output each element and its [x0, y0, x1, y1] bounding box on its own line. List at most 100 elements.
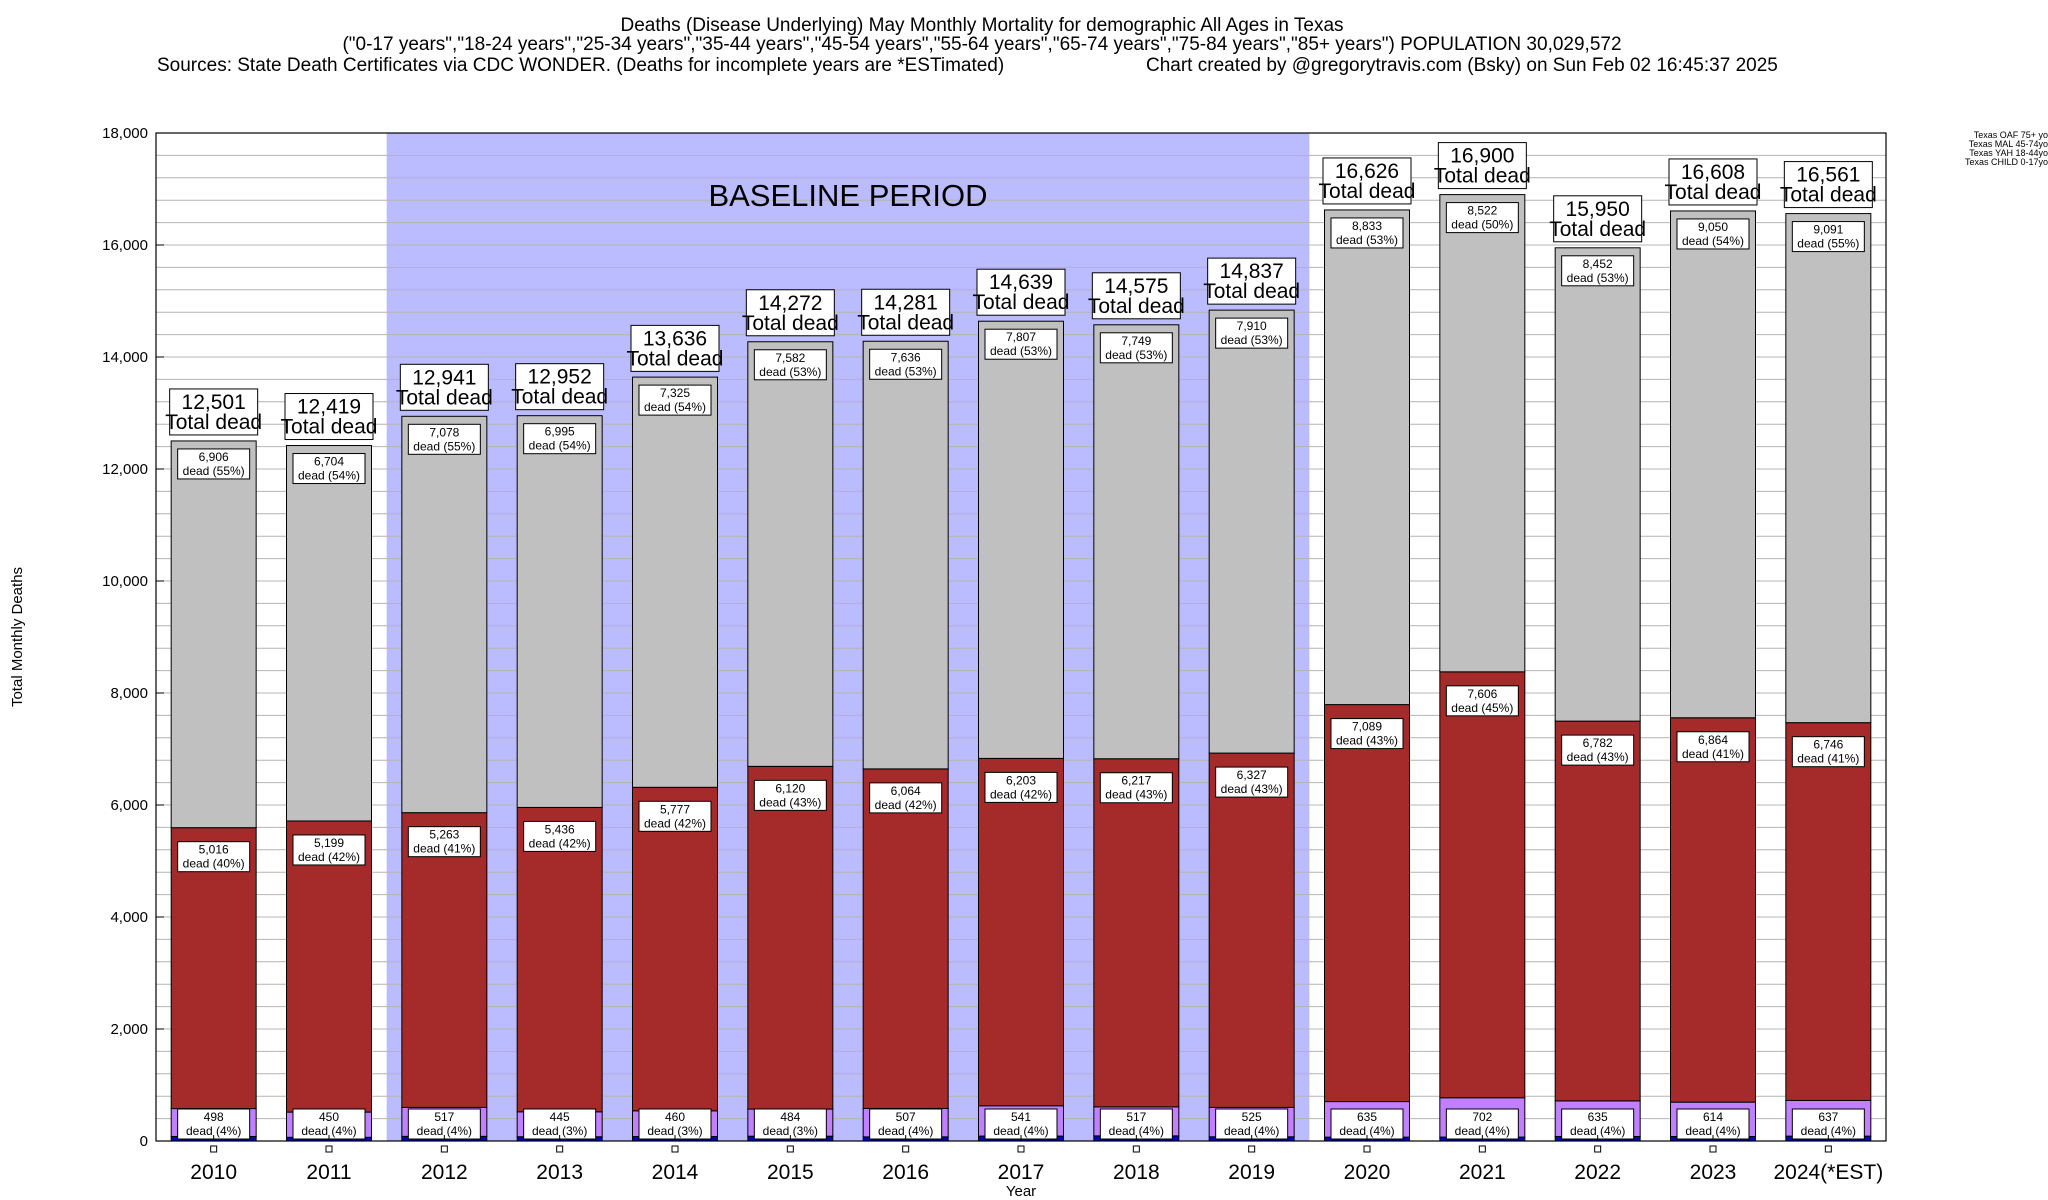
data-label-mal-box	[638, 800, 712, 832]
y-tick-label: 8,000	[110, 685, 148, 702]
data-label-yah: 635	[1357, 1110, 1377, 1124]
y-tick-label: 14,000	[102, 349, 148, 366]
data-label-yah: 637	[1818, 1110, 1838, 1124]
total-label-value: 14,639	[989, 271, 1053, 294]
baseline-period-label: BASELINE PERIOD	[708, 178, 987, 213]
data-label-yah-box	[753, 1108, 827, 1140]
data-label-yah-box	[638, 1108, 712, 1140]
data-label-mal: 7,089	[1352, 720, 1382, 734]
data-label-yah-pct: dead (4%)	[1339, 1124, 1394, 1138]
x-tick-label: 2010	[190, 1161, 237, 1184]
total-label-box	[630, 324, 720, 372]
data-label-mal: 7,606	[1467, 687, 1497, 701]
total-label-text: Total dead	[1549, 218, 1646, 241]
data-label-mal-box	[523, 820, 597, 852]
total-label-box	[284, 393, 374, 441]
total-label-value: 16,900	[1450, 145, 1514, 168]
total-label-text: Total dead	[396, 386, 493, 409]
total-label-text: Total dead	[1203, 280, 1300, 303]
data-label-oaf: 8,452	[1583, 257, 1613, 271]
title-line-3-right: Chart created by @gregorytravis.com (Bsk…	[1146, 55, 1778, 76]
total-label-text: Total dead	[1780, 184, 1877, 207]
total-label-box	[976, 268, 1066, 316]
y-tick-label: 6,000	[110, 797, 148, 814]
data-label-child-marker	[1132, 1145, 1140, 1153]
y-tick-label: 18,000	[102, 125, 148, 142]
total-label-value: 16,561	[1796, 164, 1860, 187]
y-tick-label: 16,000	[102, 237, 148, 254]
data-label-mal-pct: dead (42%)	[644, 816, 706, 830]
data-label-child-marker	[210, 1145, 218, 1153]
data-label-mal: 5,263	[429, 828, 459, 842]
bar-segment-oaf	[1439, 194, 1526, 673]
total-label-box	[1322, 157, 1412, 205]
data-label-mal-pct: dead (41%)	[1682, 747, 1744, 761]
data-label-mal-box	[1676, 731, 1750, 763]
data-label-oaf-box	[1676, 218, 1750, 250]
total-label-text: Total dead	[1088, 295, 1185, 318]
data-label-yah-pct: dead (4%)	[1801, 1124, 1856, 1138]
total-label-text: Total dead	[511, 386, 608, 409]
total-label-value: 13,636	[643, 327, 707, 350]
bar-segment-oaf	[1785, 213, 1872, 724]
data-label-yah: 614	[1703, 1110, 1723, 1124]
data-label-oaf-pct: dead (54%)	[1682, 234, 1744, 248]
total-label-text: Total dead	[281, 416, 378, 439]
title-line-3-left: Sources: State Death Certificates via CD…	[157, 55, 1004, 76]
data-label-oaf-box	[1791, 221, 1865, 253]
total-label-box	[1207, 257, 1297, 305]
total-label-value: 16,608	[1681, 161, 1745, 184]
data-label-child-marker	[902, 1145, 910, 1153]
data-label-oaf-box	[1215, 317, 1289, 349]
y-tick-label: 2,000	[110, 1021, 148, 1038]
y-tick-label: 10,000	[102, 573, 148, 590]
data-label-oaf-pct: dead (53%)	[1567, 271, 1629, 285]
bar-segment-mal	[516, 806, 603, 1113]
data-label-child-marker	[1709, 1145, 1717, 1153]
x-tick-label: 2011	[306, 1161, 351, 1184]
total-label-value: 16,626	[1335, 160, 1399, 183]
total-label-text: Total dead	[742, 312, 839, 335]
data-label-child-marker	[1248, 1145, 1256, 1153]
data-label-child-marker	[1363, 1145, 1371, 1153]
data-label-yah-box	[292, 1108, 366, 1140]
legend-label: Texas CHILD 0-17yo	[1965, 157, 2048, 167]
data-label-child-marker	[671, 1145, 679, 1153]
data-label-yah: 460	[665, 1110, 685, 1124]
data-label-yah-box	[984, 1108, 1058, 1140]
data-label-oaf-box	[753, 349, 827, 381]
total-label-box	[399, 363, 489, 411]
bar-segment-oaf	[286, 445, 372, 822]
data-label-oaf-box	[1561, 255, 1635, 287]
x-tick-label: 2013	[536, 1161, 583, 1184]
total-label-box	[169, 388, 259, 436]
bar-segment-oaf	[170, 440, 257, 829]
data-label-yah-pct: dead (3%)	[763, 1124, 818, 1138]
bar-segment-mal	[1093, 758, 1180, 1108]
data-label-mal-box	[1445, 685, 1519, 717]
data-label-mal-pct: dead (41%)	[1797, 752, 1859, 766]
data-label-oaf: 7,325	[660, 386, 690, 400]
data-label-oaf: 6,995	[545, 425, 575, 439]
plot-frame	[155, 132, 1887, 1142]
bar-segment-oaf	[632, 376, 718, 788]
data-label-oaf-box	[177, 448, 251, 480]
bar-segment-mal	[1785, 722, 1872, 1101]
total-label-box	[1091, 272, 1181, 320]
data-label-oaf: 7,910	[1237, 319, 1267, 333]
total-label-text: Total dead	[1665, 181, 1762, 204]
total-label-text: Total dead	[627, 347, 724, 370]
data-label-yah: 445	[550, 1110, 570, 1124]
bar-segment-oaf	[1093, 324, 1180, 760]
bar-segment-mal	[401, 812, 488, 1108]
data-label-mal-box	[407, 826, 481, 858]
data-label-yah: 498	[204, 1110, 224, 1124]
data-label-mal-pct: dead (42%)	[990, 787, 1052, 801]
data-label-oaf-box	[1099, 332, 1173, 364]
data-label-yah-pct: dead (4%)	[878, 1124, 933, 1138]
data-label-yah-pct: dead (4%)	[1109, 1124, 1164, 1138]
data-label-yah: 635	[1588, 1110, 1608, 1124]
total-label-value: 12,419	[297, 396, 361, 419]
data-label-yah-pct: dead (4%)	[417, 1124, 472, 1138]
y-tick-label: 12,000	[102, 461, 148, 478]
